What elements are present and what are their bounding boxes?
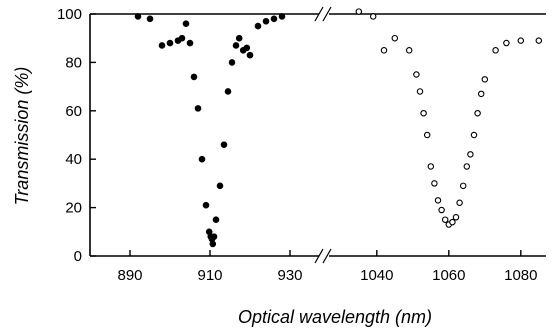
data-point-open	[459, 182, 467, 190]
data-point-filled	[212, 216, 220, 223]
data-point-open	[492, 47, 499, 54]
data-point-filled	[146, 15, 154, 23]
data-point-filled	[182, 20, 190, 27]
chart-points	[134, 8, 543, 248]
data-point-filled	[216, 182, 224, 190]
axis-break-gap	[319, 11, 329, 17]
data-point-filled	[262, 17, 270, 25]
y-tick-label: 0	[74, 248, 82, 265]
chart-axes	[89, 6, 546, 264]
data-point-filled	[178, 34, 186, 42]
data-point-filled	[209, 240, 217, 248]
y-tick-label: 80	[65, 54, 82, 71]
data-point-filled	[278, 13, 286, 20]
data-point-open	[535, 37, 543, 44]
data-point-open	[380, 47, 388, 54]
data-point-open	[434, 197, 442, 204]
data-point-filled	[228, 59, 236, 66]
x-tick-label: 890	[117, 267, 142, 284]
data-point-open	[477, 90, 485, 98]
data-point-filled	[254, 22, 262, 30]
data-point-filled	[158, 42, 166, 49]
y-tick-label: 60	[65, 103, 82, 120]
axis-break-mark	[322, 248, 332, 264]
data-point-filled	[166, 39, 174, 47]
y-tick-label: 20	[65, 200, 82, 217]
data-point-open	[438, 206, 445, 214]
data-point-filled	[210, 233, 218, 240]
data-point-filled	[270, 15, 278, 23]
axis-break-mark	[314, 6, 324, 22]
data-point-open	[452, 214, 460, 221]
axis-break-gap	[319, 253, 329, 259]
x-tick-label: 930	[277, 267, 302, 284]
data-point-open	[423, 131, 431, 139]
chart-labels: 0 20 40 60 80 100 890 910 930 1040 1060 1080	[57, 6, 538, 284]
data-point-open	[481, 76, 489, 83]
data-point-open	[355, 8, 363, 15]
data-point-open	[456, 199, 463, 207]
data-point-open	[441, 216, 449, 223]
data-point-filled	[220, 141, 228, 148]
data-point-filled	[224, 88, 232, 95]
data-point-open	[470, 131, 478, 139]
y-axis-title: Transmission (%)	[12, 67, 32, 206]
data-point-filled	[134, 13, 142, 20]
x-axis-title: Optical wavelength (nm)	[238, 307, 432, 327]
axis-break-mark	[314, 248, 324, 264]
data-point-filled	[243, 44, 251, 52]
data-point-open	[413, 71, 420, 78]
data-point-filled	[232, 42, 240, 49]
x-tick-label: 1080	[504, 267, 537, 284]
x-tick-label: 1060	[432, 267, 465, 284]
data-point-open	[427, 163, 435, 170]
axis-break-mark	[322, 6, 332, 22]
data-point-filled	[186, 39, 194, 47]
data-point-filled	[235, 34, 243, 42]
y-tick-label: 100	[57, 6, 82, 23]
data-point-open	[405, 47, 413, 54]
data-point-open	[474, 109, 481, 117]
data-point-open	[503, 39, 510, 47]
data-point-open	[467, 151, 474, 158]
data-point-open	[463, 163, 471, 170]
data-point-open	[517, 37, 525, 44]
chart-ticks	[90, 13, 522, 257]
data-point-open	[449, 218, 456, 226]
x-tick-label: 910	[197, 267, 222, 284]
data-point-filled	[198, 155, 206, 163]
data-point-filled	[202, 201, 210, 209]
data-point-filled	[190, 73, 198, 81]
data-point-open	[391, 34, 399, 42]
x-tick-label: 1040	[360, 267, 393, 284]
data-point-open	[431, 180, 438, 187]
data-point-filled	[246, 51, 254, 59]
data-point-open	[420, 109, 427, 117]
data-point-open	[369, 13, 377, 20]
y-tick-label: 40	[65, 151, 82, 168]
data-point-filled	[194, 105, 202, 112]
data-point-open	[416, 88, 424, 95]
